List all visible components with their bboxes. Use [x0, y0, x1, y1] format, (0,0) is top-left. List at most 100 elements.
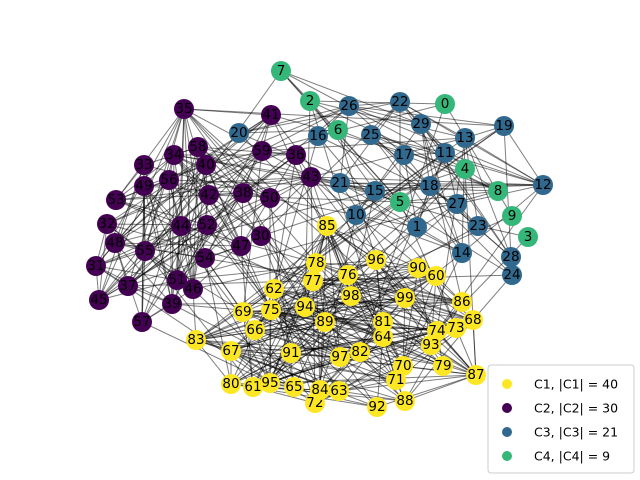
- node-marker: [346, 205, 366, 225]
- legend-entry-c2: C2, |C2| = 30: [502, 401, 618, 416]
- graph-node-25: 25: [361, 125, 381, 145]
- node-label: 37: [119, 278, 136, 294]
- node-label: 6: [334, 122, 343, 138]
- graph-edge: [273, 225, 328, 290]
- legend-marker-c3: [502, 427, 512, 437]
- graph-node-69: 69: [233, 302, 253, 322]
- node-marker: [295, 297, 315, 317]
- node-label: 64: [374, 329, 391, 345]
- graph-edge: [355, 123, 422, 216]
- graph-edge: [254, 329, 397, 381]
- graph-edge: [115, 199, 208, 226]
- graph-node-31: 31: [86, 256, 106, 276]
- graph-edge: [315, 262, 419, 269]
- graph-edge: [319, 225, 328, 391]
- node-marker: [373, 327, 393, 347]
- node-label: 38: [234, 185, 251, 201]
- graph-node-2: 2: [300, 91, 320, 111]
- node-marker: [284, 377, 304, 397]
- graph-edge: [338, 390, 406, 402]
- graph-node-67: 67: [221, 341, 241, 361]
- graph-edge: [309, 100, 446, 105]
- graph-node-82: 82: [350, 342, 370, 362]
- node-label: 80: [222, 376, 239, 392]
- node-marker: [89, 290, 109, 310]
- graph-node-77: 77: [303, 271, 323, 291]
- graph-node-88: 88: [395, 391, 415, 411]
- node-marker: [455, 159, 475, 179]
- node-label: 44: [172, 218, 189, 234]
- graph-edge: [326, 225, 419, 269]
- graph-edge: [230, 275, 437, 352]
- graph-node-11: 11: [435, 143, 455, 163]
- node-marker: [488, 181, 508, 201]
- node-marker: [260, 188, 280, 208]
- node-marker: [243, 377, 263, 397]
- graph-node-21: 21: [330, 173, 350, 193]
- node-label: 36: [287, 147, 304, 163]
- node-marker: [447, 194, 467, 214]
- graph-node-48: 48: [105, 233, 125, 253]
- graph-edge: [176, 164, 207, 281]
- graph-edge: [144, 250, 254, 388]
- graph-node-86: 86: [452, 292, 472, 312]
- graph-edge: [261, 105, 350, 152]
- graph-edge: [269, 267, 419, 384]
- node-label: 43: [302, 169, 319, 185]
- graph-node-26: 26: [339, 96, 359, 116]
- node-marker: [386, 370, 406, 390]
- node-label: 8: [494, 183, 503, 199]
- graph-edge: [204, 257, 232, 385]
- node-marker: [339, 96, 359, 116]
- node-marker: [159, 170, 179, 190]
- node-label: 35: [175, 101, 192, 117]
- graph-edge: [338, 336, 384, 392]
- graph-node-62: 62: [264, 279, 284, 299]
- node-label: 51: [168, 272, 185, 288]
- graph-edge: [319, 295, 352, 391]
- node-layer: 0123456789101112131415161718192021222324…: [86, 61, 553, 417]
- node-label: 97: [331, 349, 348, 365]
- node-label: 84: [311, 382, 328, 398]
- graph-edge: [230, 295, 352, 385]
- graph-node-6: 6: [328, 120, 348, 140]
- legend-label-c4: C4, |C4| = 9: [534, 449, 610, 464]
- graph-node-7: 7: [271, 61, 291, 81]
- node-marker: [395, 288, 415, 308]
- graph-edge: [204, 257, 244, 313]
- graph-node-55: 55: [135, 241, 155, 261]
- graph-node-61: 61: [243, 377, 263, 397]
- graph-node-35: 35: [174, 99, 194, 119]
- node-label: 14: [453, 245, 470, 261]
- node-label: 2: [306, 93, 315, 109]
- graph-edge: [429, 185, 463, 254]
- node-label: 86: [453, 294, 470, 310]
- node-label: 49: [135, 178, 152, 194]
- graph-edge: [464, 137, 512, 258]
- graph-node-85: 85: [317, 216, 337, 236]
- graph-node-8: 8: [488, 181, 508, 201]
- graph-edge: [399, 201, 479, 227]
- node-label: 58: [189, 139, 206, 155]
- graph-node-44: 44: [171, 216, 191, 236]
- node-marker: [426, 266, 446, 286]
- node-marker: [395, 391, 415, 411]
- graph-edge: [141, 250, 146, 323]
- graph-edge: [273, 154, 297, 290]
- graph-edge: [115, 108, 185, 201]
- node-marker: [106, 190, 126, 210]
- node-label: 94: [296, 299, 313, 315]
- node-marker: [350, 342, 370, 362]
- node-label: 73: [447, 320, 464, 336]
- legend-marker-c2: [502, 403, 512, 413]
- graph-edge: [461, 137, 466, 254]
- graph-edge: [242, 176, 312, 194]
- node-marker: [196, 155, 216, 175]
- graph-edge: [197, 146, 474, 321]
- node-marker: [301, 167, 321, 187]
- node-marker: [466, 365, 486, 385]
- graph-node-38: 38: [233, 183, 253, 203]
- graph-edge: [114, 150, 263, 244]
- node-marker: [365, 181, 385, 201]
